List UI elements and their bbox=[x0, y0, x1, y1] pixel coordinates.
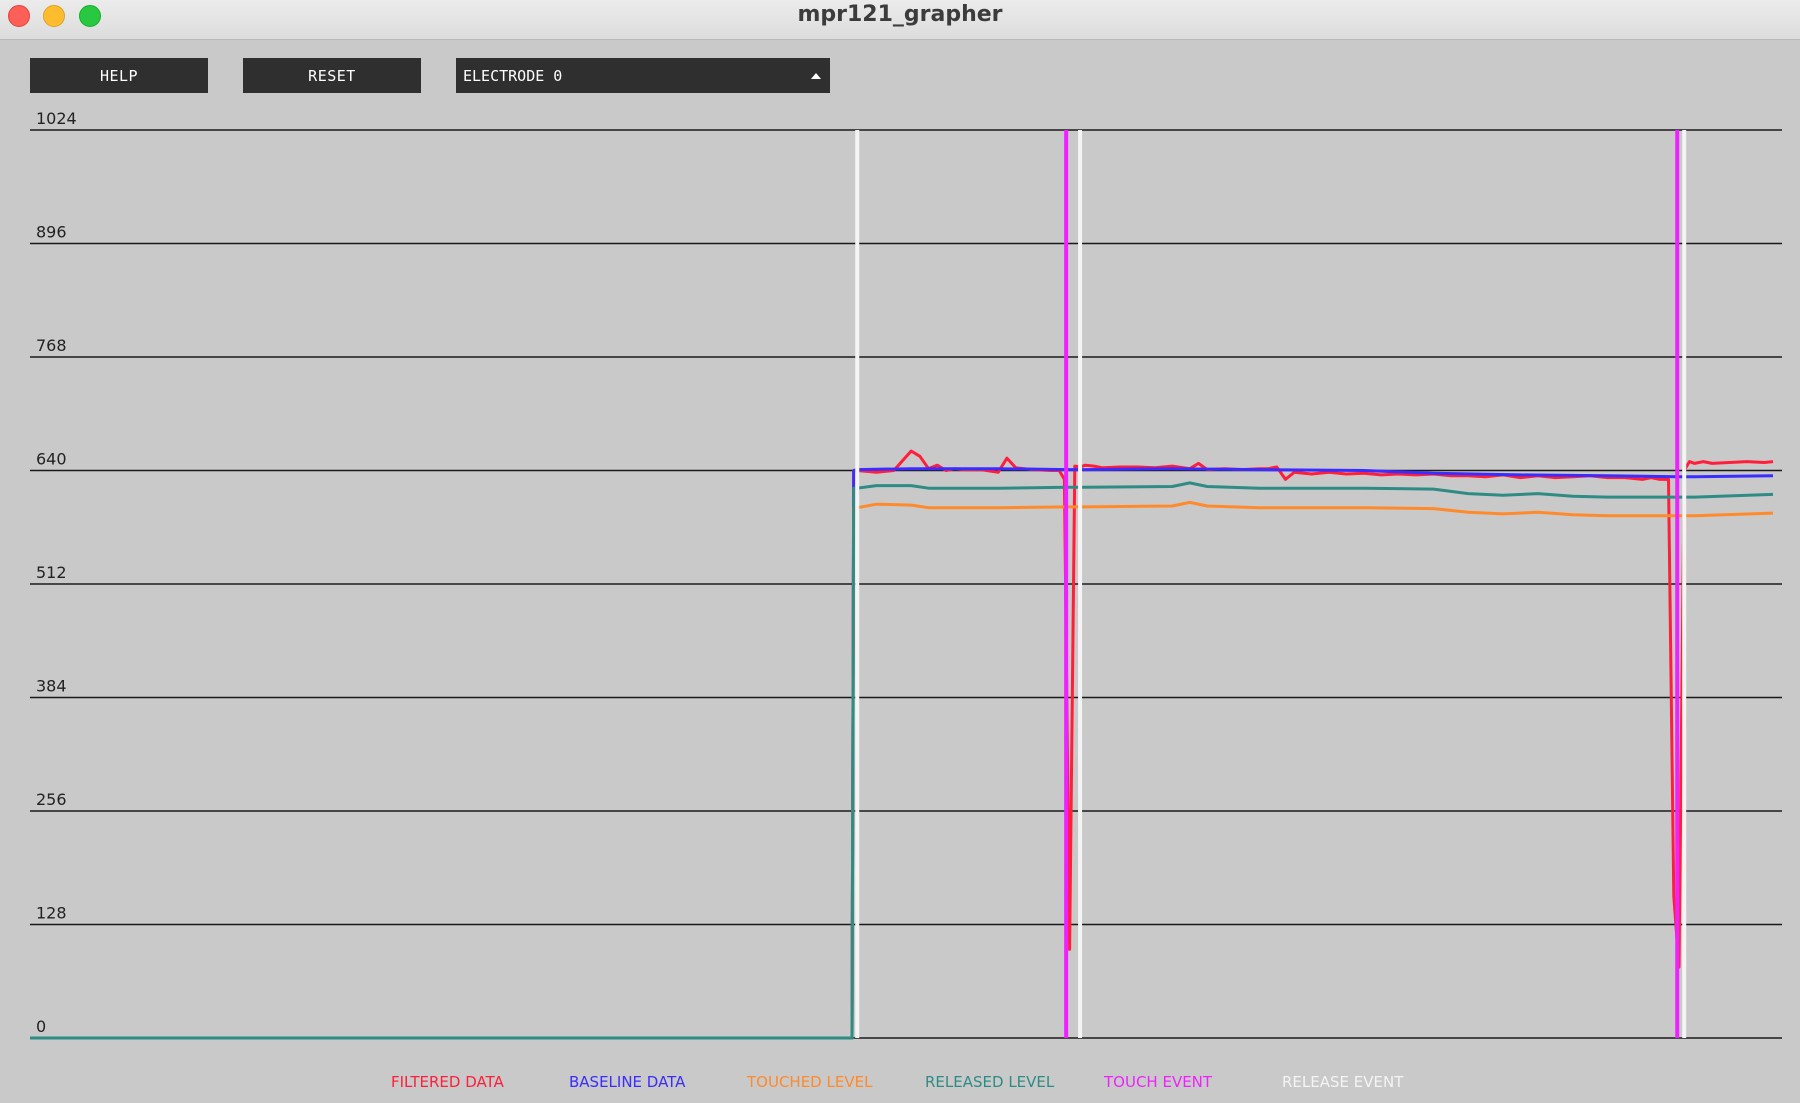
y-tick-label: 384 bbox=[36, 677, 67, 696]
help-button[interactable]: HELP bbox=[30, 58, 208, 93]
legend-entry: FILTERED DATA bbox=[391, 1073, 505, 1091]
legend-entry: TOUCH EVENT bbox=[1103, 1073, 1213, 1091]
y-tick-label: 768 bbox=[36, 336, 67, 355]
electrode-select[interactable]: ELECTRODE 0 bbox=[456, 58, 830, 93]
y-tick-label: 128 bbox=[36, 904, 67, 923]
legend-entry: RELEASE EVENT bbox=[1282, 1073, 1404, 1091]
legend-entry: RELEASED LEVEL bbox=[925, 1073, 1055, 1091]
sensor-chart: 0 128 256 384 512 640 768 896 1024 FILTERED DATA B… bbox=[30, 109, 1782, 1091]
y-tick-label: 1024 bbox=[36, 109, 77, 128]
y-tick-label: 896 bbox=[36, 223, 67, 242]
y-tick-label: 256 bbox=[36, 790, 67, 809]
window-title: mpr121_grapher bbox=[797, 2, 1003, 27]
series-line-released-level bbox=[30, 481, 1774, 1040]
caret-up-icon bbox=[811, 73, 821, 79]
series-line-baseline-data bbox=[30, 467, 1774, 1040]
zoom-window-button[interactable] bbox=[79, 5, 101, 27]
y-tick-label: 512 bbox=[36, 563, 67, 582]
series-line-touched-level bbox=[30, 500, 1774, 1040]
legend-entry: BASELINE DATA bbox=[569, 1073, 686, 1091]
series-line-filtered-data bbox=[30, 449, 1774, 1040]
y-tick-label: 640 bbox=[36, 450, 67, 469]
legend-entry: TOUCHED LEVEL bbox=[746, 1073, 873, 1091]
y-tick-label: 0 bbox=[36, 1017, 46, 1036]
close-window-button[interactable] bbox=[8, 5, 30, 27]
reset-button[interactable]: RESET bbox=[243, 58, 421, 93]
minimize-window-button[interactable] bbox=[43, 5, 65, 27]
grapher-app: 0 128 256 384 512 640 768 896 1024 FILTERED DATA B… bbox=[0, 40, 1800, 1103]
window-titlebar: mpr121_grapher bbox=[0, 0, 1800, 40]
electrode-select-value: ELECTRODE 0 bbox=[463, 66, 563, 85]
